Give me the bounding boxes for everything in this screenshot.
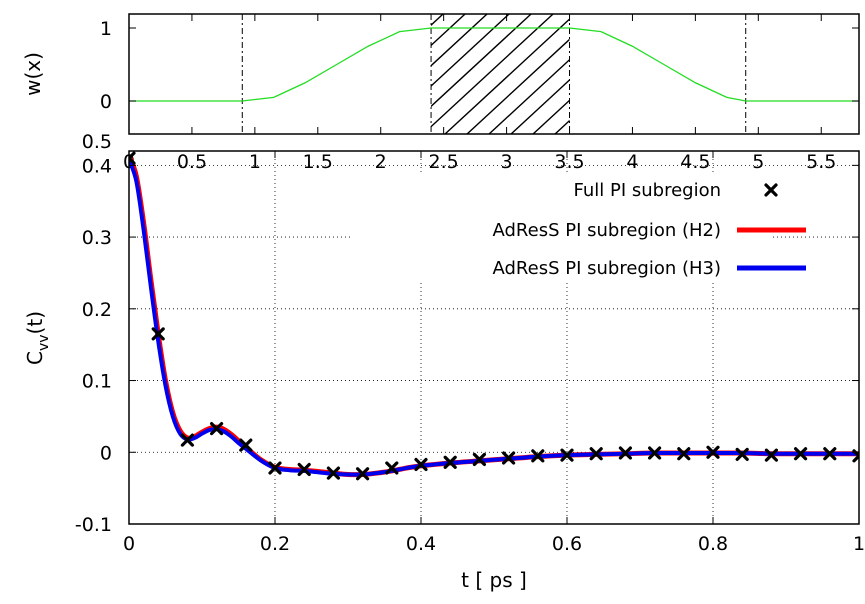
bottom-y-tick-label: -0.1 [75,514,112,536]
hatch-stroke [577,14,707,134]
bottom-x-axis-title: t [ ps ] [461,568,527,592]
bottom-x-tick-label: 0.8 [698,533,728,555]
legend-background [350,172,770,280]
full-pi-data-point [297,462,311,477]
bottom-x-tick-label: 1 [853,533,865,555]
hatch-stroke [431,14,466,47]
bottom-x-tick-label: 0 [123,533,135,555]
top-x-tick-label: 3.5 [554,151,584,173]
top-x-ticks: 0 0.5 1 1.5 2 2.5 3 3.5 4 4.5 5 5.5 [123,14,836,173]
hatch-stroke [444,18,570,134]
top-x-tick-label: 2.5 [429,151,459,173]
hatched-full-pi-region [431,14,707,134]
bottom-x-tick-label: 0.6 [552,533,582,555]
legend-marker-full-pi [764,183,778,197]
top-x-tick-label: 5 [752,151,764,173]
full-pi-data-point [239,438,253,452]
legend: Full PI subregion AdResS PI subregion (H… [350,172,806,280]
full-pi-data-point [502,451,516,465]
full-pi-data-point [823,447,837,461]
full-pi-data-point [472,452,486,467]
hatch-stroke [431,14,444,27]
bottom-y-tick-label: 0.2 [82,299,112,321]
hatch-stroke [510,79,570,134]
full-pi-data-point [326,466,340,480]
full-pi-data-point [589,447,603,461]
full-pi-data-point [706,445,720,459]
series-h3-line [129,158,859,477]
hatch-stroke [554,119,570,134]
y-axis-title-subscript: vv [36,334,52,351]
hatch-stroke [431,14,510,87]
full-pi-data-point [443,455,457,469]
w-profile-series [129,27,859,102]
autocorrelation-series [129,151,859,481]
top-x-tick-label: 3 [501,151,513,173]
top-x-tick-label: 4 [626,151,638,173]
bottom-x-tick-label: 0.2 [260,533,290,555]
top-x-tick-label: 1.5 [303,151,333,173]
full-pi-data-point [151,327,165,341]
bottom-y-ticks: -0.1 0 0.1 0.2 0.3 0.4 [75,155,859,536]
hatch-stroke [431,14,532,108]
w-profile-chart: 0 0.5 1 1.5 2 2.5 3 3.5 4 4.5 5 5.5 01 0.5 w(x) [21,13,860,173]
hatch-stroke [466,38,570,134]
full-pi-data-point [677,447,691,461]
hatch-stroke [488,58,570,134]
velocity-autocorrelation-chart: 0 0.2 0.4 0.6 0.8 1 -0.1 0 0.1 0.2 0.3 0.4 t [ ps … [23,150,865,592]
full-pi-data-point [414,457,428,472]
bottom-y-axis-title: Cvv(t) [23,311,52,365]
top-x-tick-label: 5.5 [806,151,836,173]
region-boundary-lines [241,14,747,134]
hatch-stroke [532,99,570,134]
bottom-x-tick-label: 0.4 [406,533,436,555]
full-pi-data-point [618,446,633,460]
full-pi-data-point [210,421,224,436]
legend-cross-marker [764,183,778,197]
bottom-y-tick-label: 0.4 [82,155,112,177]
top-plot-frame [128,13,860,135]
full-pi-data-point [129,151,136,165]
full-pi-data-point [531,449,545,463]
bottom-plot-frame [128,150,860,525]
legend-label-h2: AdResS PI subregion (H2) [493,220,722,241]
top-x-tick-label: 1 [249,151,261,173]
bottom-y-tick-label: 0 [100,442,112,464]
full-pi-data-point [268,461,282,475]
full-pi-data-point [793,447,808,461]
full-pi-data-point [764,448,779,462]
full-pi-data-point [180,433,194,447]
full-pi-data-point [560,448,574,462]
bottom-x-ticks: 0 0.2 0.4 0.6 0.8 1 [123,151,865,555]
full-pi-data-point [385,461,399,475]
legend-label-full-pi: Full PI subregion [573,180,721,201]
bottom-y-tick-label: 0.3 [82,227,112,249]
legend-label-h3: AdResS PI subregion (H3) [493,258,722,279]
y-axis-title-suffix: (t) [23,311,47,334]
top-y-tick-label: 0 [100,91,112,113]
hatch-stroke [431,14,488,67]
top-x-tick-label: 2 [375,151,387,173]
top-extra-y-tick-label: 0.5 [82,131,112,153]
w-profile-line [129,27,859,102]
full-pi-data-point [647,446,662,460]
top-y-tick-label: 1 [100,18,112,40]
top-x-tick-label: 0.5 [177,151,207,173]
top-y-ticks: 01 [100,18,859,113]
bottom-y-tick-label: 0.1 [82,371,112,393]
top-x-tick-label: 4.5 [680,151,710,173]
hatch-stroke [431,14,554,128]
top-y-axis-title: w(x) [21,52,45,96]
full-pi-data-point [735,447,749,462]
full-pi-data-point [356,467,370,481]
